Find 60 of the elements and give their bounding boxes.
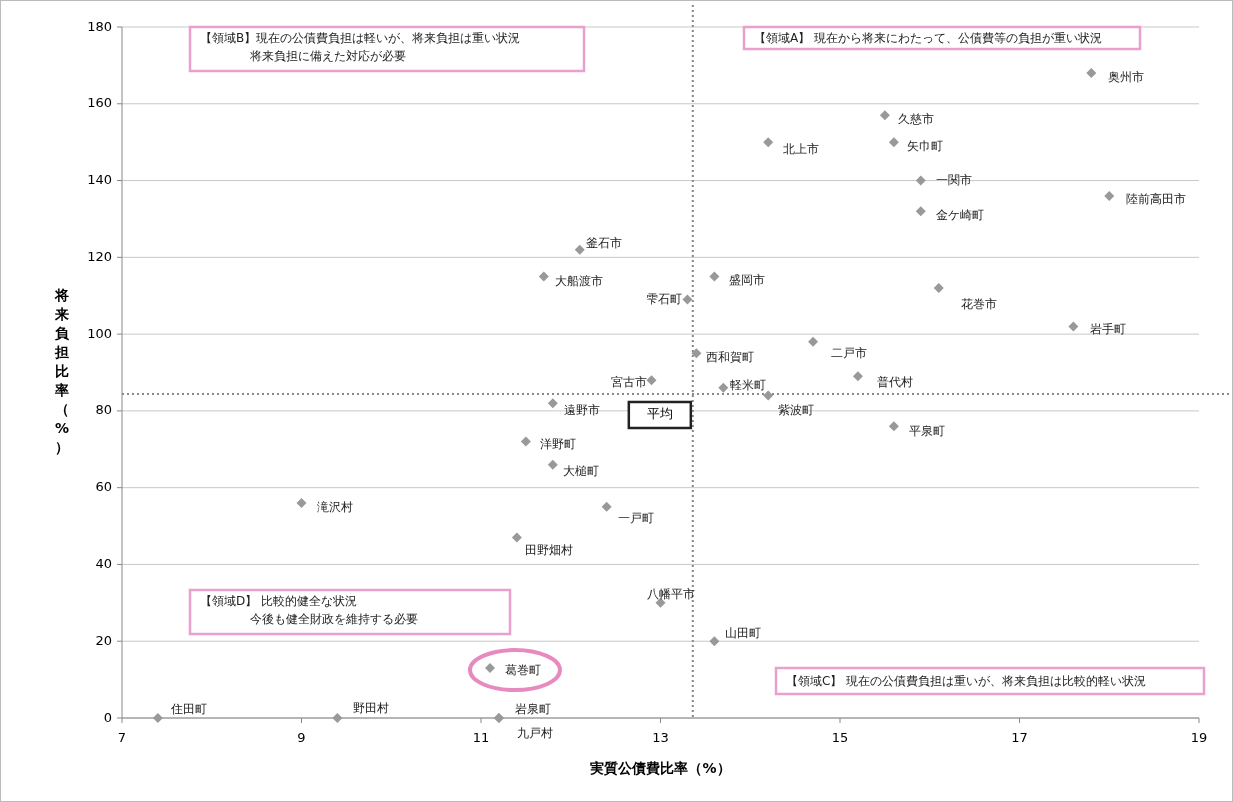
- y-tick-label: 100: [87, 325, 112, 341]
- series-label: 雫石町: [646, 292, 683, 307]
- series-label: 久慈市: [897, 111, 934, 126]
- series-label: 宮古市: [610, 374, 647, 389]
- annotation: 【領域D】 比較的健全な状況: [200, 594, 358, 608]
- series-label: 平泉町: [908, 423, 945, 438]
- series-label: 二戸市: [831, 346, 868, 361]
- annotation: 【領域C】 現在の公債費負担は重いが、将来負担は比較的軽い状況: [786, 674, 1147, 688]
- y-tick-label: 40: [95, 555, 112, 571]
- annotation: 今後も健全財政を維持する必要: [250, 612, 418, 626]
- series-label: 大船渡市: [554, 274, 603, 289]
- series-label: 八幡平市: [646, 587, 695, 602]
- y-tick-label: 80: [95, 402, 112, 418]
- series-label: 野田村: [353, 700, 390, 715]
- ref-line-label: 平均: [646, 406, 673, 422]
- annotation: 【領域B】現在の公債費負担は軽いが、将来負担は重い状況: [200, 31, 521, 45]
- x-tick-label: 13: [652, 730, 669, 745]
- annotation: 【領域A】 現在から将来にわたって、公債費等の負担が重い状況: [754, 31, 1103, 45]
- label-box: 平均: [627, 400, 693, 430]
- y-tick-label: 20: [95, 632, 112, 648]
- series-label: 軽米町: [730, 378, 767, 393]
- series-label: 住田町: [169, 701, 207, 716]
- series-label: 葛巻町: [504, 662, 541, 677]
- series-label: 釜石市: [585, 236, 622, 251]
- series-label: 一戸町: [617, 511, 654, 526]
- text: 将来負担比率（%）: [54, 287, 70, 455]
- series-label: 普代村: [876, 374, 913, 389]
- y-tick-label: 0: [103, 709, 112, 725]
- x-tick-label: 19: [1190, 730, 1208, 745]
- x-tick-label: 9: [297, 730, 306, 745]
- series-label: 洋野町: [539, 437, 576, 452]
- series-label: 大槌町: [562, 464, 599, 479]
- x-tick-label: 11: [472, 730, 490, 745]
- x-tick-label: 7: [117, 730, 127, 745]
- series-label: 一関市: [935, 173, 972, 188]
- annotation: 将来負担に備えた対応が必要: [249, 49, 406, 63]
- series-label: 陸前高田市: [1126, 192, 1187, 207]
- series-label: 岩泉町: [514, 701, 551, 716]
- y-tick-label: 160: [87, 95, 112, 111]
- series-label: 金ケ崎町: [935, 207, 984, 222]
- series-label: 岩手町: [1090, 321, 1127, 336]
- series-label: 西和賀町: [706, 349, 755, 364]
- series-label: 滝沢村: [316, 499, 353, 514]
- y-tick-label: 180: [87, 18, 112, 34]
- series-label: 田野畑村: [524, 543, 573, 558]
- x-tick-label: 17: [1011, 730, 1028, 745]
- series-label: 奥州市: [1108, 69, 1145, 84]
- series-label: 遠野市: [563, 402, 600, 417]
- series-label: 盛岡市: [729, 273, 766, 288]
- x-axis-title: 実質公債費比率（%）: [590, 760, 731, 776]
- series-label: 北上市: [783, 141, 820, 156]
- series-label: 紫波町: [778, 403, 815, 418]
- series-label: 花巻市: [960, 296, 997, 311]
- x-tick-label: 15: [831, 730, 849, 745]
- series-label: 山田町: [725, 625, 762, 640]
- y-tick-label: 140: [87, 172, 112, 188]
- series-label: 矢巾町: [906, 138, 943, 153]
- y-tick-label: 120: [87, 248, 112, 264]
- y-tick-label: 60: [95, 479, 112, 495]
- series-label: 九戸村: [516, 725, 553, 740]
